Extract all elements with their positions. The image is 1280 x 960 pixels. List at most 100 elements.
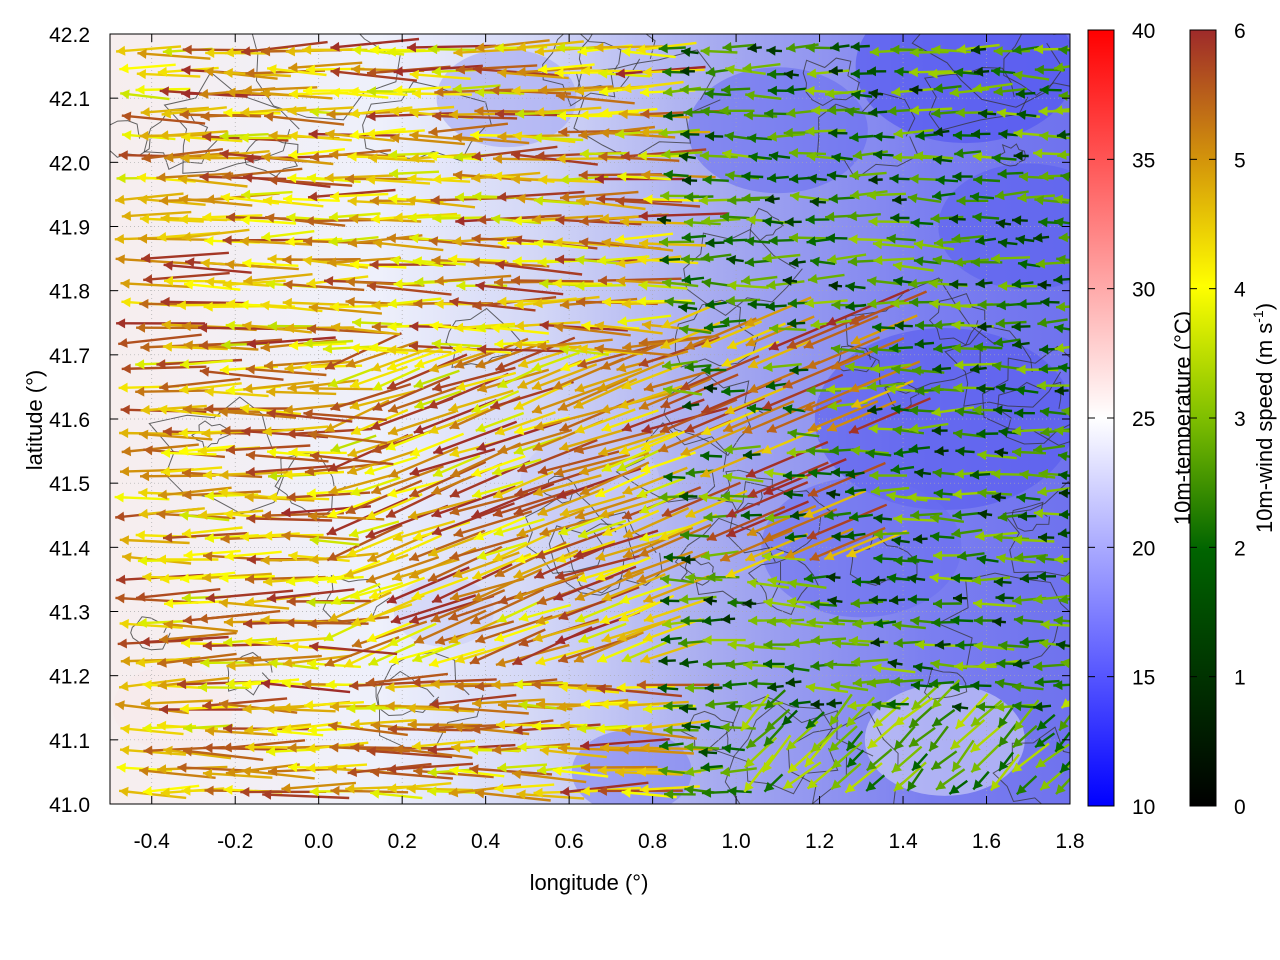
wind-vector-head: [115, 194, 125, 205]
wind-vector-head: [908, 405, 919, 416]
wind-vector-shaft: [309, 644, 398, 656]
wind-vector-head: [456, 280, 466, 291]
wind-vector-head: [803, 339, 814, 349]
wind-vector-head: [852, 618, 862, 629]
wind-vector-head: [119, 428, 129, 439]
wind-vector-head: [205, 48, 215, 58]
wind-vector-head: [867, 66, 876, 77]
colorbar-tick-label: 30: [1132, 279, 1155, 302]
wind-vector-head: [660, 424, 671, 434]
wind-vector-head: [1060, 574, 1070, 585]
wind-vector-head: [204, 533, 215, 543]
wind-vector-head: [954, 148, 964, 159]
wind-vector-shaft: [281, 781, 356, 791]
temperature-patch: [855, 34, 1070, 144]
wind-vector-head: [788, 232, 798, 243]
wind-vector-head: [1037, 280, 1047, 290]
wind-vector-head: [929, 299, 939, 309]
wind-vector-head: [370, 420, 381, 431]
wind-vector-head: [930, 513, 940, 524]
wind-vector-head: [471, 467, 482, 477]
wind-vector-head: [724, 405, 735, 415]
wind-vector-head: [453, 528, 464, 538]
wind-vector-head: [115, 700, 125, 711]
wind-vector-head: [242, 85, 253, 96]
wind-vector-head: [786, 42, 796, 53]
wind-vector-shaft: [140, 635, 229, 644]
wind-vector-head: [723, 422, 734, 433]
wind-vector-head: [477, 214, 487, 225]
wind-vector-head: [220, 533, 230, 544]
wind-vector-head: [539, 745, 550, 756]
wind-vector-head: [581, 762, 591, 773]
wind-vector-head: [636, 488, 647, 498]
wind-vector-shaft: [531, 363, 598, 390]
terrain-contour: [923, 668, 968, 701]
wind-vector-head: [1057, 528, 1068, 538]
wind-vector-head: [330, 191, 340, 202]
wind-vector-shaft: [469, 588, 545, 625]
wind-vector-head: [204, 66, 214, 77]
wind-vector-head: [765, 380, 776, 391]
wind-vector-head: [806, 151, 816, 162]
wind-vector-head: [536, 699, 546, 710]
wind-vector-head: [931, 108, 941, 119]
wind-vector-head: [621, 422, 633, 432]
wind-vector-head: [828, 193, 838, 204]
wind-vector-head: [1060, 762, 1070, 773]
wind-vector-head: [552, 380, 564, 390]
wind-vector-head: [182, 615, 193, 625]
wind-vector-head: [866, 190, 876, 201]
wind-vector-head: [866, 760, 877, 771]
wind-vector-head: [560, 720, 570, 731]
wind-vector-head: [246, 554, 256, 565]
wind-vector-head: [681, 554, 691, 565]
wind-vector-head: [430, 195, 440, 206]
wind-vector-head: [411, 88, 421, 99]
wind-vector-head: [559, 299, 570, 310]
wind-vector-head: [140, 107, 150, 117]
wind-vector-shaft: [260, 303, 323, 313]
wind-vector-head: [849, 170, 859, 181]
wind-vector-head: [409, 466, 420, 477]
wind-vector-shaft: [288, 61, 363, 70]
wind-vector-head: [120, 89, 130, 100]
wind-vector-head: [784, 549, 796, 559]
wind-vector-head: [283, 194, 293, 204]
wind-vector-head: [748, 383, 759, 393]
wind-vector-head: [953, 382, 963, 393]
wind-vector-head: [976, 660, 987, 671]
wind-vector-head: [931, 44, 941, 55]
wind-vector-head: [726, 528, 737, 538]
wind-vector-shaft: [556, 157, 625, 161]
wind-vector-head: [515, 553, 526, 564]
wind-vector-shaft: [161, 106, 227, 116]
wind-vector-head: [869, 46, 880, 57]
wind-vector-head: [1054, 62, 1064, 73]
wind-vector-shaft: [163, 263, 252, 274]
wind-vector-shaft: [349, 389, 416, 409]
wind-vector-head: [452, 568, 463, 579]
wind-vector-shaft: [162, 748, 232, 760]
wind-vector-head: [829, 445, 839, 456]
wind-vector-head: [267, 321, 277, 332]
wind-vector-shaft: [121, 210, 192, 218]
wind-vector-shaft: [157, 652, 237, 665]
wind-vector-head: [705, 131, 715, 142]
x-tick-label: 0.8: [638, 830, 667, 853]
wind-vector-head: [599, 699, 609, 710]
wind-vector-head: [993, 86, 1003, 97]
wind-vector-head: [705, 237, 715, 248]
wind-vector-head: [724, 131, 735, 142]
wind-vector-head: [867, 298, 877, 309]
wind-vector-head: [368, 656, 379, 666]
wind-vector-shaft: [287, 379, 359, 390]
wind-vector-head: [1053, 274, 1063, 285]
wind-vector-shaft: [803, 315, 879, 349]
wind-vector-head: [116, 762, 126, 773]
wind-vector-head: [239, 403, 250, 414]
wind-vector-head: [622, 569, 633, 579]
wind-vector-head: [474, 106, 484, 117]
wind-vector-head: [494, 568, 506, 577]
